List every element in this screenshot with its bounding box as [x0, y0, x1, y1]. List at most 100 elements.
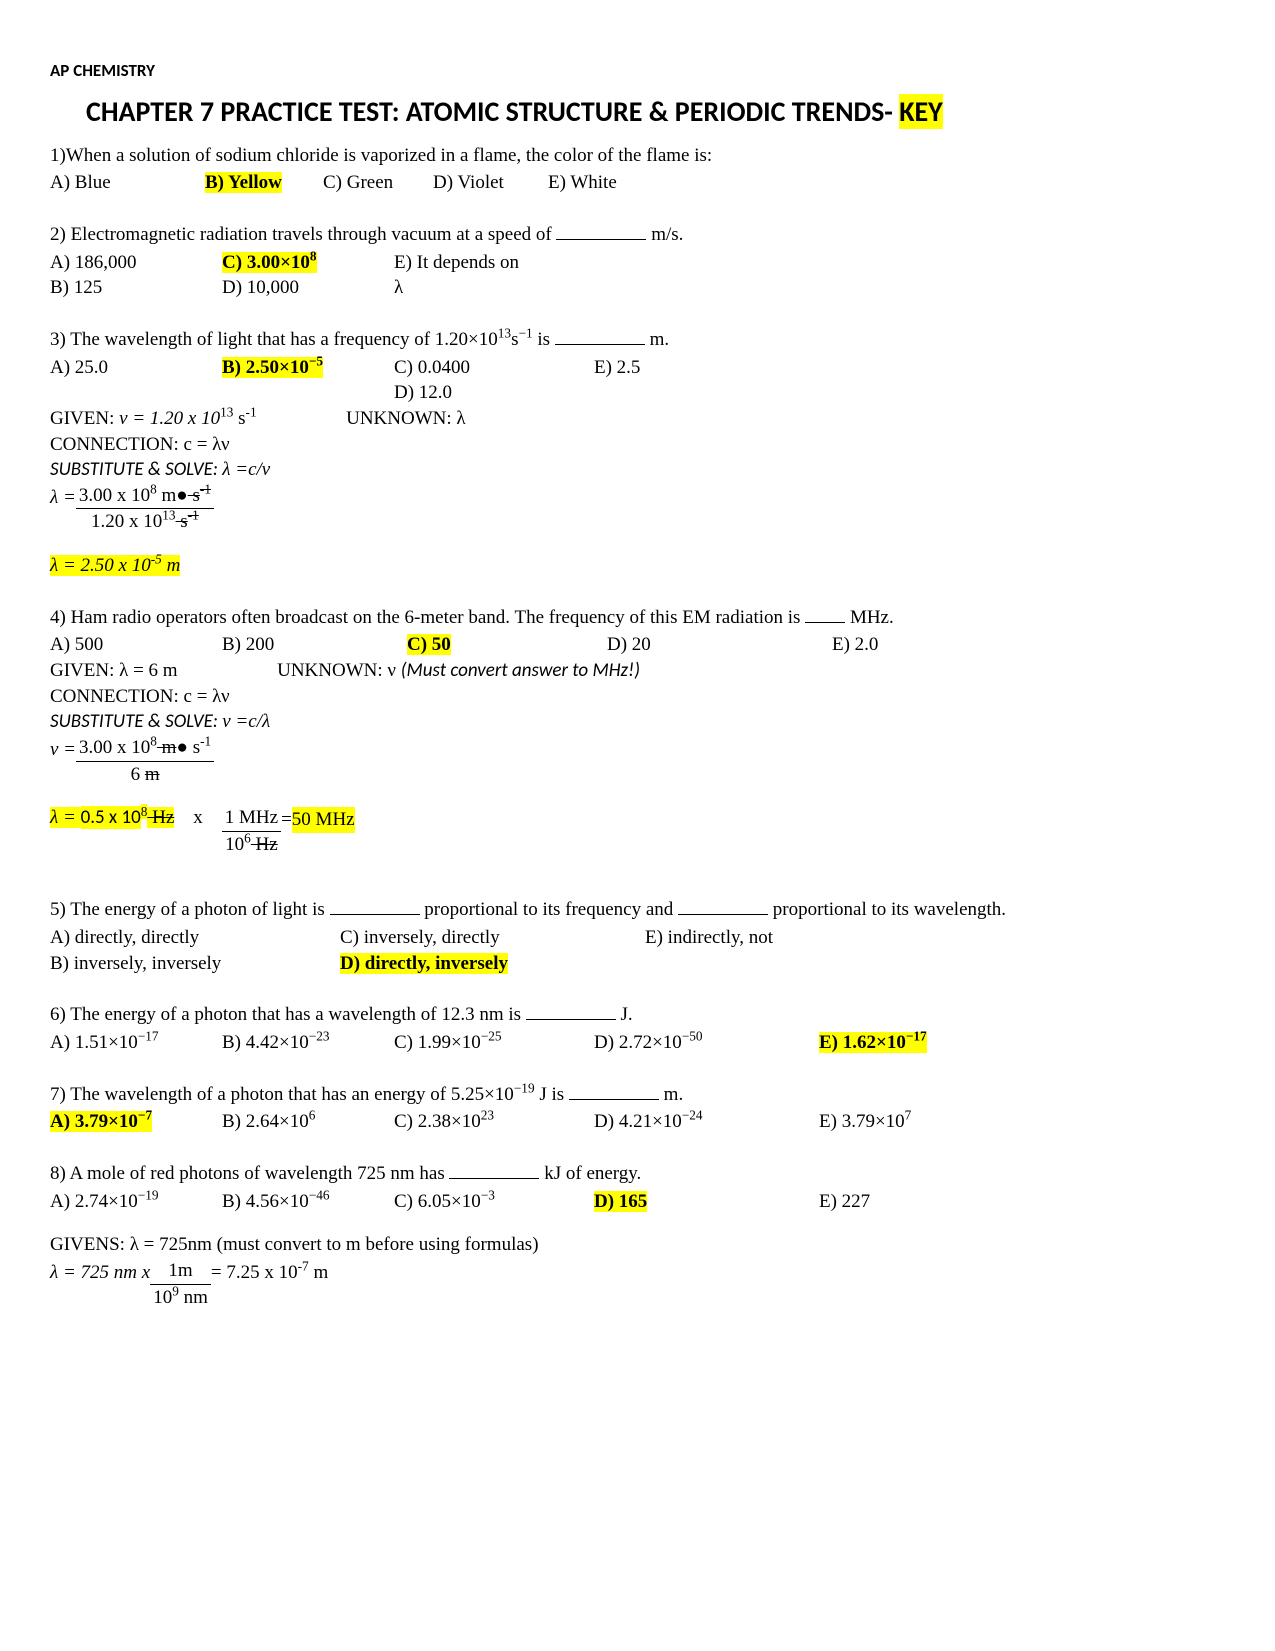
- q3-unknown: UNKNOWN: λ: [346, 408, 466, 429]
- q7-opt-a: A) 3.79×10−7: [50, 1111, 152, 1132]
- q3-answer: λ = 2.50 x 10-5 m: [50, 555, 180, 576]
- q6-text-post: J.: [616, 1004, 633, 1025]
- q6-text-pre: 6) The energy of a photon that has a wav…: [50, 1004, 526, 1025]
- q4-unknown-note: (Must convert answer to MHz!): [401, 659, 640, 682]
- q5-opt-c: C) inversely, directly: [340, 925, 645, 951]
- q8-opt-a: A) 2.74×10−19: [50, 1189, 222, 1215]
- q4-blank: [805, 622, 845, 623]
- q3-opt-c: C) 0.0400: [394, 355, 594, 381]
- q8-opt-d: D) 165: [594, 1191, 647, 1212]
- title-key: KEY: [899, 94, 943, 129]
- q2-opt-c: C) 3.00×108: [222, 252, 317, 273]
- question-1: 1)When a solution of sodium chloride is …: [50, 143, 1225, 196]
- question-7: 7) The wavelength of a photon that has a…: [50, 1082, 1225, 1135]
- q4-opt-a: A) 500: [50, 632, 222, 658]
- q1-opt-a: A) Blue: [50, 170, 205, 196]
- q6-opt-e: E) 1.62×10−17: [819, 1032, 927, 1053]
- q3-given-unit: s: [233, 408, 245, 429]
- q5-opt-d: D) directly, inversely: [340, 953, 508, 974]
- q7-text-sup: −19: [514, 1080, 535, 1095]
- q3-given-label: GIVEN:: [50, 408, 119, 429]
- course-header: AP CHEMISTRY: [50, 60, 1225, 83]
- q5-opt-a: A) directly, directly: [50, 925, 340, 951]
- question-2: 2) Electromagnetic radiation travels thr…: [50, 222, 1225, 301]
- q7-opt-d: D) 4.21×10−24: [594, 1109, 819, 1135]
- q8-text-post: kJ of energy.: [539, 1163, 641, 1184]
- q6-opt-c: C) 1.99×10−25: [394, 1030, 594, 1056]
- q5-text-post: proportional to its wavelength.: [768, 899, 1006, 920]
- q4-final: 50 MHz: [292, 807, 355, 833]
- page-title: CHAPTER 7 PRACTICE TEST: ATOMIC STRUCTUR…: [86, 93, 1225, 131]
- q5-opt-b: B) inversely, inversely: [50, 951, 340, 977]
- q2-opt-a: A) 186,000: [50, 250, 222, 276]
- q2-text-pre: 2) Electromagnetic radiation travels thr…: [50, 224, 556, 245]
- q4-ans-x: x: [174, 805, 222, 831]
- q6-opt-b: B) 4.42×10−23: [222, 1030, 394, 1056]
- question-8: 8) A mole of red photons of wavelength 7…: [50, 1161, 1225, 1310]
- q6-blank: [526, 1019, 616, 1020]
- q2-opt-e-lambda: λ: [394, 275, 519, 301]
- q3-text-val: 1.20×10: [435, 329, 498, 350]
- q6-opt-d: D) 2.72×10−50: [594, 1030, 819, 1056]
- q4-conv-eq: =: [281, 805, 292, 833]
- q7-opt-e: E) 3.79×107: [819, 1109, 911, 1135]
- q3-opt-b: B) 2.50×10−5: [222, 357, 323, 378]
- q8-calc-eq: = 7.25 x 10-7 m: [211, 1258, 328, 1286]
- q2-blank: [556, 239, 646, 240]
- q3-text-mid: is: [537, 329, 554, 350]
- q3-substitute: SUBSTITUTE & SOLVE: λ =c/ν: [50, 457, 1225, 483]
- q7-blank: [569, 1099, 659, 1100]
- q7-text-pre: 7) The wavelength of a photon that has a…: [50, 1084, 451, 1105]
- q4-given: GIVEN: λ = 6 m: [50, 660, 178, 681]
- q3-given-sup2: -1: [246, 405, 257, 420]
- q3-opt-a: A) 25.0: [50, 355, 222, 406]
- q8-opt-c: C) 6.05×10−3: [394, 1189, 594, 1215]
- q5-opt-e: E) indirectly, not: [645, 925, 773, 951]
- q3-sup2: −1: [518, 326, 532, 341]
- q1-opt-b: B) Yellow: [205, 172, 282, 193]
- q6-opt-a: A) 1.51×10−17: [50, 1030, 222, 1056]
- q5-text-pre: 5) The energy of a photon of light is: [50, 899, 330, 920]
- q3-given-sup: 13: [220, 405, 233, 420]
- q8-calc-lhs: λ = 725 nm x: [50, 1258, 150, 1286]
- q8-opt-e: E) 227: [819, 1189, 870, 1215]
- q7-opt-b: B) 2.64×106: [222, 1109, 394, 1135]
- q3-blank: [555, 344, 645, 345]
- q1-opt-d: D) Violet: [433, 170, 548, 196]
- q4-unknown-pre: UNKNOWN: ν: [277, 660, 401, 681]
- q2-opt-e: E) It depends on: [394, 250, 519, 276]
- q8-givens: GIVENS: λ = 725nm (must convert to m bef…: [50, 1232, 1225, 1258]
- q7-text-mid: J is: [539, 1084, 569, 1105]
- q7-text-post: m.: [659, 1084, 683, 1105]
- q8-calc-frac: 1m 109 nm: [150, 1258, 211, 1310]
- q1-opt-c: C) Green: [323, 170, 433, 196]
- question-4: 4) Ham radio operators often broadcast o…: [50, 605, 1225, 858]
- q7-opt-c: C) 2.38×1023: [394, 1109, 594, 1135]
- q3-connection: CONNECTION: c = λν: [50, 432, 1225, 458]
- q2-text-post: m/s.: [646, 224, 683, 245]
- q4-opt-e: E) 2.0: [832, 632, 878, 658]
- q4-frac-lhs: ν =: [50, 735, 76, 763]
- title-text: CHAPTER 7 PRACTICE TEST: ATOMIC STRUCTUR…: [86, 94, 899, 129]
- question-6: 6) The energy of a photon that has a wav…: [50, 1002, 1225, 1055]
- q4-opt-d: D) 20: [607, 632, 832, 658]
- q2-opt-d: D) 10,000: [222, 275, 394, 301]
- q3-text-pre: 3) The wavelength of light that has a fr…: [50, 329, 435, 350]
- q7-text-val: 5.25×10: [451, 1084, 514, 1105]
- q2-opt-b: B) 125: [50, 275, 222, 301]
- q4-text-pre: 4) Ham radio operators often broadcast o…: [50, 607, 805, 628]
- q8-text-pre: 8) A mole of red photons of wavelength 7…: [50, 1163, 449, 1184]
- question-3: 3) The wavelength of light that has a fr…: [50, 327, 1225, 579]
- q5-blank2: [678, 914, 768, 915]
- q4-connection: CONNECTION: c = λν: [50, 684, 1225, 710]
- q8-blank: [449, 1178, 539, 1179]
- q3-fraction: 3.00 x 108 m● s-1 1.20 x 1013 s-1: [76, 483, 214, 535]
- q4-opt-b: B) 200: [222, 632, 407, 658]
- q5-text-mid: proportional to its frequency and: [420, 899, 679, 920]
- q4-ans-left: λ = 0.5 x 108 Hz: [50, 805, 174, 831]
- q4-conv-fraction: 1 MHz 106 Hz: [222, 805, 281, 857]
- q1-text: 1)When a solution of sodium chloride is …: [50, 143, 1225, 169]
- q3-text-post: m.: [645, 329, 669, 350]
- q5-blank1: [330, 914, 420, 915]
- q4-opt-c: C) 50: [407, 634, 451, 655]
